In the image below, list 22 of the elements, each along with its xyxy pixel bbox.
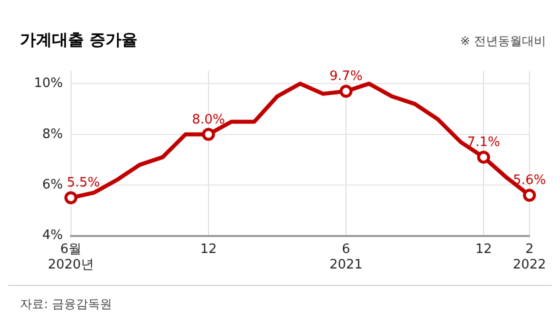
chart-subtitle: ※ 전년동월대비 [460, 33, 546, 50]
x-tick-label: 2 2022 [512, 242, 546, 273]
x-tick-label: 12 [475, 242, 492, 257]
y-tick-label: 8% [42, 126, 63, 142]
point [202, 128, 215, 141]
data-label: 5.6% [512, 173, 546, 188]
x-tick-label: 6 2021 [329, 242, 363, 273]
x-tick-label: 12 [200, 242, 217, 257]
point [340, 84, 353, 98]
data-label: 9.7% [330, 69, 363, 84]
data-label: 8.0% [192, 112, 225, 128]
chart-title: 가계대출 증가율 [20, 30, 138, 51]
data-label: 7.1% [467, 135, 500, 150]
point [522, 188, 536, 202]
y-tick-label: 6% [42, 177, 63, 192]
data-label: 5.5% [66, 176, 100, 191]
text: 자료: 금융감독원 [20, 297, 112, 311]
x-tick-label: 6월 2020년 [48, 242, 94, 273]
y-tick-label: 10% [34, 76, 63, 92]
point [477, 150, 490, 164]
y-tick-label: 4% [42, 228, 63, 244]
point [64, 191, 78, 204]
